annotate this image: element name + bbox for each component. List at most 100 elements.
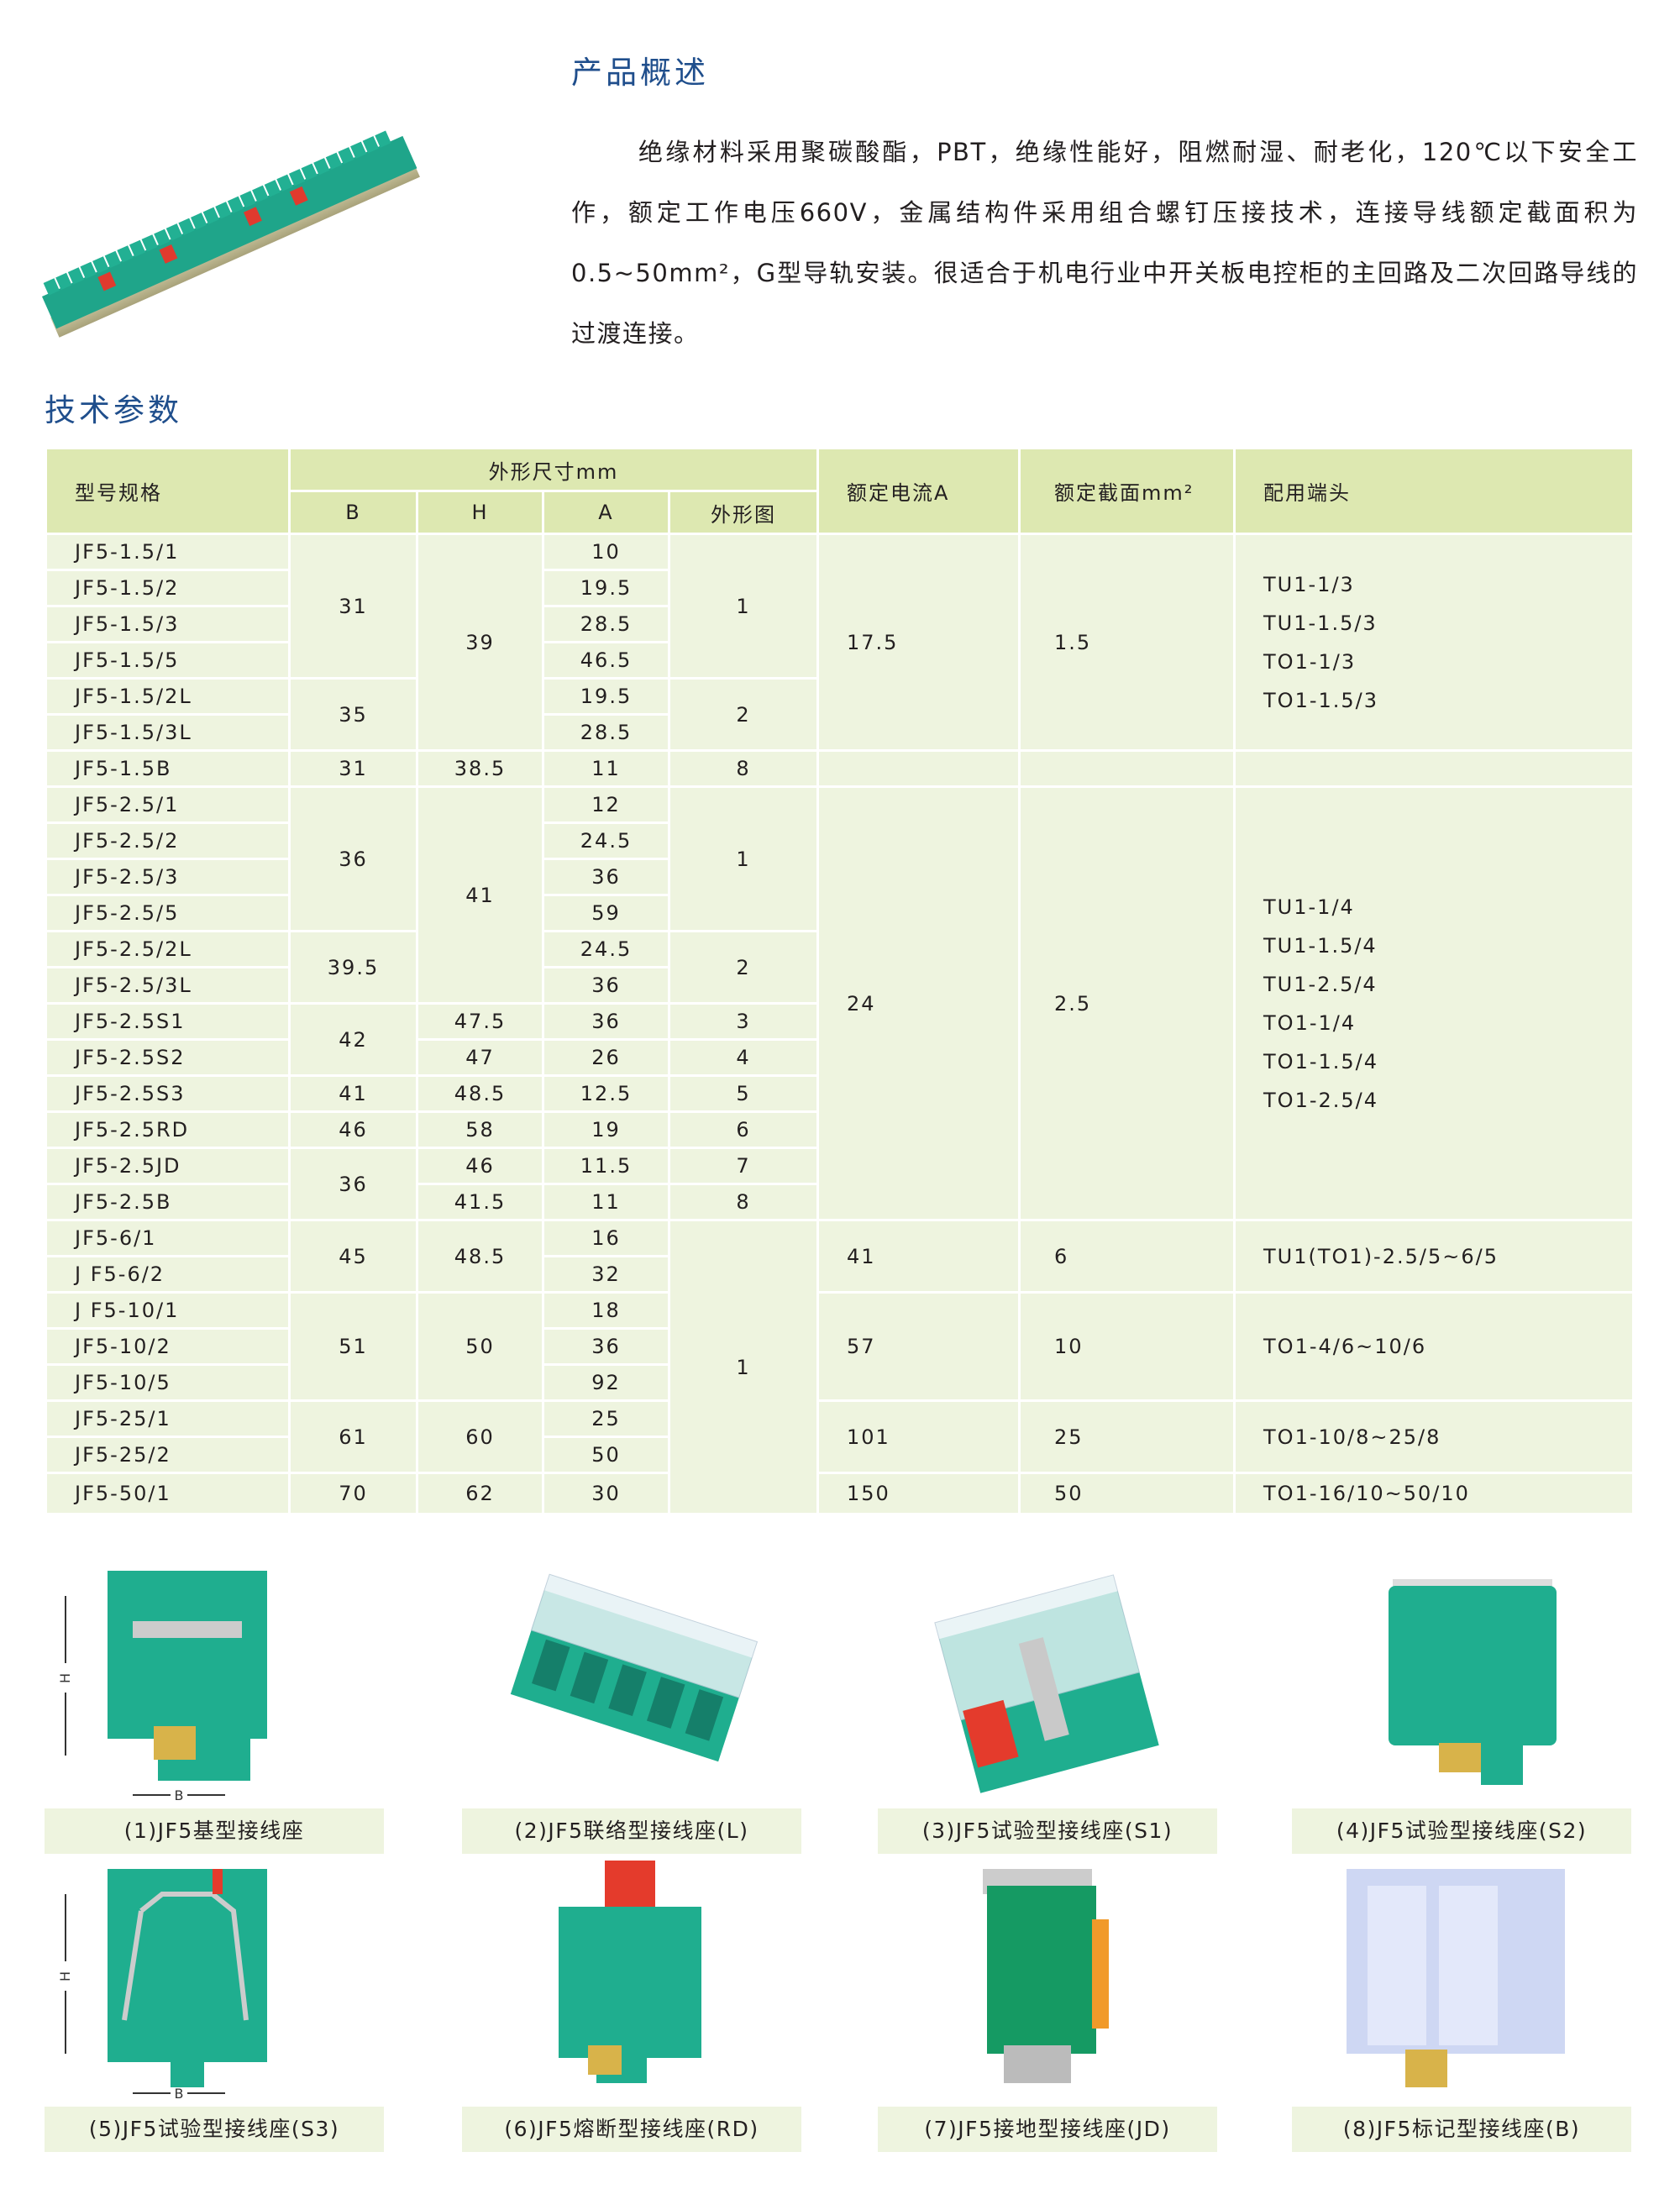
table-row: JF5-2.5/1 36 41 12 1 24 2.5 TU1-1/4 TU1-1.5/4 TU1…	[45, 785, 1635, 1221]
cell-a: 19	[542, 1110, 670, 1149]
table-row: JF5-2.5S3 41 48.5 12.5 5	[45, 1074, 1634, 1113]
cell-b: 51	[288, 1291, 418, 1402]
red-marker	[289, 186, 308, 206]
cell-fig: 5	[667, 1074, 820, 1113]
header-dims: 外形尺寸mm	[287, 447, 820, 492]
cell-b: 36	[288, 785, 418, 932]
cell-model: JF5-25/1	[45, 1399, 291, 1438]
cell-a: 59	[542, 894, 670, 932]
dim-h-label: H	[57, 1673, 73, 1683]
cell-b: 35	[288, 677, 418, 752]
cell-current	[816, 749, 1021, 788]
cell-model: JF5-2.5RD	[45, 1110, 291, 1149]
terminal-item: TU1-1.5/3	[1263, 611, 1378, 635]
cell-model: J F5-6/2	[45, 1255, 291, 1294]
dim-b-label: B	[175, 1787, 184, 1802]
cell-model: JF5-2.5/5	[45, 894, 291, 932]
cell-model: JF5-10/2	[45, 1327, 291, 1366]
terminal-item: TU1-2.5/4	[1263, 972, 1378, 996]
cell-a: 46.5	[542, 641, 670, 680]
cell-section: 10	[1018, 1291, 1236, 1402]
table-row: JF5-1.5/3L 28.5	[45, 713, 1634, 752]
table-row: JF5-6/1 45 48.5 16 1 41 6 TU1(TO1)-2.5/5~6/5	[45, 1219, 1635, 1515]
table-row: JF5-25/2 50	[45, 1436, 1634, 1474]
red-marker	[159, 244, 178, 264]
terminal-blocks-strip	[42, 130, 417, 329]
cell-h: 60	[416, 1399, 544, 1474]
spec-table: 型号规格 外形尺寸mm 额定电流A 额定截面mm² 配用端头 B H A 外形图…	[45, 447, 1635, 1515]
cell-b: 46	[288, 1110, 418, 1149]
cell-model: JF5-1.5/2L	[45, 677, 291, 716]
table-row: JF5-2.5/5 59	[45, 894, 1634, 932]
cell-terminal	[1233, 749, 1635, 788]
cell-a: 28.5	[542, 605, 670, 643]
cell-fig: 8	[667, 1183, 820, 1221]
cell-model: JF5-1.5/3L	[45, 713, 291, 752]
table-row: JF5-1.5/3 28.5	[45, 605, 1634, 643]
cell-h: 41	[416, 785, 544, 1005]
cell-h: 50	[416, 1291, 544, 1402]
cell-a: 36	[542, 1327, 670, 1366]
cell-b: 31	[288, 533, 418, 680]
cell-a: 12	[542, 785, 670, 824]
figure-caption: (3)JF5试验型接线座(S1)	[878, 1808, 1217, 1854]
table-row: J F5-6/2 32	[45, 1255, 1634, 1294]
terminal-block-image: HB	[57, 1571, 267, 1802]
cell-a: 11	[542, 749, 670, 788]
cell-h: 48.5	[416, 1074, 544, 1113]
table-row: JF5-2.5/3 36	[45, 858, 1634, 896]
figure-caption: (2)JF5联络型接线座(L)	[462, 1808, 801, 1854]
overview-title: 产品概述	[571, 55, 709, 91]
table-row: JF5-2.5RD 46 58 19 6	[45, 1110, 1634, 1149]
cell-b: 39.5	[288, 930, 418, 1005]
cell-terminal: TU1-1/3 TU1-1.5/3 TO1-1/3 TO1-1.5/3	[1233, 533, 1635, 752]
table-row: JF5-1.5B 31 38.5 11 8	[45, 749, 1635, 788]
table-row: JF5-25/1 61 60 25 101 25 TO1-10/8~25/8	[45, 1399, 1635, 1474]
cell-current: 101	[816, 1399, 1021, 1474]
cell-fig: 8	[667, 749, 820, 788]
header-current: 额定电流A	[816, 447, 1021, 535]
cell-h: 62	[416, 1472, 544, 1515]
cell-h: 39	[416, 533, 544, 752]
cell-section: 50	[1018, 1472, 1236, 1515]
table-row: JF5-10/5 92	[45, 1363, 1634, 1402]
cell-terminal: TU1-1/4 TU1-1.5/4 TU1-2.5/4 TO1-1/4 TO1-1.5/…	[1233, 785, 1635, 1221]
terminal-block-image	[559, 1861, 701, 2083]
cell-a: 19.5	[542, 677, 670, 716]
table-row: JF5-1.5/1 31 39 10 1 17.5 1.5 TU1-1/3 TU1-1.5/3 T…	[45, 533, 1635, 752]
cell-a: 24.5	[542, 821, 670, 860]
terminal-item: TU1-1.5/4	[1263, 933, 1378, 958]
cell-section: 6	[1018, 1219, 1236, 1294]
cell-h: 38.5	[416, 749, 544, 788]
cell-current: 41	[816, 1219, 1021, 1294]
terminal-item: TO1-2.5/4	[1263, 1088, 1379, 1112]
cell-a: 26	[542, 1038, 670, 1077]
figure-caption: (4)JF5试验型接线座(S2)	[1292, 1808, 1631, 1854]
terminal-item: TU1-1/4	[1263, 895, 1355, 919]
cell-a: 16	[542, 1219, 670, 1257]
cell-model: JF5-2.5/1	[45, 785, 291, 824]
terminal-block-image	[1389, 1579, 1557, 1785]
dim-b-label: B	[175, 2086, 184, 2100]
cell-current: 150	[816, 1472, 1021, 1515]
table-row: JF5-2.5/2 24.5	[45, 821, 1634, 860]
table-row: JF5-1.5/2 19.5	[45, 569, 1634, 607]
cell-h: 48.5	[416, 1219, 544, 1294]
figure-caption: (7)JF5接地型接线座(JD)	[878, 2107, 1217, 2152]
cell-model: JF5-2.5JD	[45, 1147, 291, 1185]
header-model: 型号规格	[45, 447, 291, 535]
spec-title: 技术参数	[45, 392, 182, 428]
cell-a: 30	[542, 1472, 670, 1515]
table-row: JF5-10/2 36	[45, 1327, 1634, 1366]
header-a: A	[542, 490, 670, 535]
cell-model: JF5-1.5B	[45, 749, 291, 788]
figure-caption: (8)JF5标记型接线座(B)	[1292, 2107, 1631, 2152]
cell-fig: 1	[667, 533, 820, 680]
cell-terminal: TO1-4/6~10/6	[1233, 1291, 1635, 1402]
figure-caption: (1)JF5基型接线座	[45, 1808, 384, 1854]
cell-fig: 2	[667, 930, 820, 1005]
terminal-item: TU1(TO1)-2.5/5~6/5	[1263, 1244, 1499, 1268]
cell-section: 1.5	[1018, 533, 1236, 752]
cell-fig: 4	[667, 1038, 820, 1077]
cell-section	[1018, 749, 1236, 788]
